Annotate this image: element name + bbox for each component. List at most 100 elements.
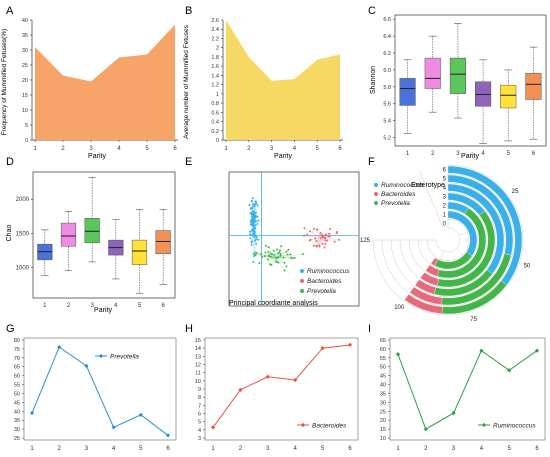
- panel-E-point: [324, 236, 327, 239]
- panel-E-point: [333, 240, 336, 243]
- panel-I-point: [395, 352, 401, 357]
- panel-G-y-tick-label: 25: [14, 436, 20, 442]
- panel-C-ylabel: Shannon: [370, 66, 377, 94]
- panel-C-y-tick-label: 6.0: [383, 68, 391, 74]
- panel-E-point: [268, 263, 271, 266]
- panel-E-point: [285, 265, 288, 268]
- panel-A-y-tick-label: 0: [25, 138, 28, 144]
- panel-E-spider-line: [265, 252, 276, 258]
- panel-D-box: [84, 218, 100, 244]
- panel-G-y-tick-label: 50: [14, 391, 20, 397]
- panel-H-y-tick-label: 6: [198, 412, 201, 418]
- panel-G-letter: G: [6, 323, 15, 335]
- panel-E-pcoa-scatter: Ruminococcus Bacteroides Prevotella: [228, 171, 360, 307]
- panel-E-point: [264, 244, 267, 247]
- panel-B-x-tick-label: 2: [247, 146, 251, 152]
- panel-E-spider-line: [319, 237, 322, 247]
- panel-D-frame: [32, 171, 176, 299]
- panel-B-y-tick-label: 1.4: [211, 73, 219, 79]
- panel-E-point: [274, 260, 277, 263]
- panel-E-spider-line: [275, 257, 285, 271]
- panel-C-box: [424, 57, 441, 89]
- panel-E-point: [255, 202, 258, 205]
- panel-G-y-tick-label: 40: [14, 409, 20, 415]
- panel-F-legend-label: Prevotella: [381, 200, 410, 207]
- panel-I-legend-marker: [481, 422, 487, 428]
- panel-A-ylabel: Frequency of Mummified Fetuses(%): [1, 29, 8, 136]
- panel-C-boxplot: 5.2 5.4 5.6 5.8 6.0 6.2 6.4 6.6 1 2 3 4 5 6: [383, 14, 547, 157]
- panel-F-ring-label: 6: [443, 168, 447, 174]
- panel-A-area-chart: 0 5 10 15 20 25 30 35 40 1 2 3 4 5 6: [22, 18, 178, 152]
- panel-B-ylabel: Average number of Mummified Fetuses: [183, 24, 190, 138]
- panel-E-spider-line: [321, 233, 337, 238]
- panel-E-point: [303, 227, 306, 230]
- panel-E-spider-line: [270, 253, 276, 258]
- panel-A-y-tick-label: 30: [22, 48, 28, 54]
- panel-E-point: [254, 214, 257, 217]
- panel-H-y-tick-label: 15: [195, 338, 201, 344]
- panel-E-spider-line: [253, 224, 256, 241]
- panel-E-point: [250, 240, 253, 243]
- panel-E-point: [275, 248, 278, 251]
- panel-G-point: [138, 412, 143, 417]
- panel-D-box: [131, 239, 148, 265]
- panel-A-y-tick-label: 35: [22, 33, 28, 39]
- panel-E-point: [254, 239, 257, 242]
- panel-D-xlabel: Parity: [94, 307, 112, 314]
- panel-E-point: [283, 269, 286, 272]
- panel-D-y-tick-label: 1000: [16, 265, 30, 271]
- panel-B-x-tick-label: 4: [293, 146, 297, 152]
- panel-B-y-tick-label: 2.6: [211, 18, 219, 24]
- panel-G-point: [165, 433, 171, 438]
- panel-E-point: [250, 223, 253, 226]
- panel-F-tick-label: 75: [470, 317, 477, 323]
- panel-E-spider-line: [314, 228, 322, 238]
- panel-G-legend-label: Prevotella: [110, 354, 139, 361]
- panel-E-xlabel: Principal coordiante analysis: [229, 300, 318, 307]
- panel-I-point: [479, 348, 484, 353]
- panel-E-point: [335, 232, 338, 235]
- panel-G-x-tick-label: 5: [139, 446, 143, 452]
- panel-E-point: [251, 197, 254, 200]
- panel-E-spider-line: [250, 224, 254, 239]
- panel-E-spider-line: [253, 253, 276, 258]
- panel-C-letter: C: [368, 5, 376, 17]
- panel-C-y-tick-label: 6.2: [383, 51, 391, 57]
- panel-B-area-chart: 0 0.2 0.4 0.6 0.8 1 1.2 1.4 1.6 1.8 2 2.2 2.4 2.6 1 2 3 4…: [211, 18, 343, 152]
- panel-C-xlabel: Parity: [461, 153, 479, 160]
- panel-A-letter: A: [6, 5, 14, 17]
- panel-E-spider-line: [253, 215, 256, 225]
- panel-E-point: [254, 253, 257, 256]
- panel-E-spider-line: [265, 245, 276, 258]
- panel-F-ring-label: 2: [443, 204, 447, 210]
- panel-E-point: [250, 243, 253, 246]
- panel-E-point: [261, 256, 264, 259]
- panel-C-y-tick-label: 5.2: [383, 136, 391, 142]
- panel-G-y-tick-label: 60: [14, 374, 20, 380]
- panel-E-spider-line: [253, 224, 257, 240]
- panel-E-point: [268, 254, 271, 257]
- panel-C-x-tick-label: 3: [456, 151, 460, 157]
- panel-H-y-tick-label: 9: [198, 387, 201, 393]
- panel-E-point: [254, 251, 257, 254]
- panel-I-point: [451, 410, 456, 416]
- panel-B-y-tick-label: 0.2: [211, 129, 219, 135]
- panel-D-boxplot: 1000 1500 2000 1 2 3 4 5 6: [16, 171, 176, 309]
- panel-E-point: [250, 200, 253, 203]
- panel-H-point: [320, 346, 325, 351]
- panel-D-x-tick-label: 2: [67, 303, 71, 309]
- panel-E-point: [324, 242, 327, 245]
- panel-F-ring-label: 0: [443, 222, 447, 228]
- panel-E-point: [264, 251, 267, 254]
- panel-E-point: [319, 231, 322, 234]
- panel-H-x-tick-label: 4: [294, 446, 298, 452]
- panel-E-point: [328, 235, 331, 238]
- panel-E-spider-line: [275, 249, 278, 258]
- panel-C-x-tick-label: 4: [481, 151, 485, 157]
- panel-E-point: [277, 256, 280, 259]
- panel-E-spider-line: [304, 235, 322, 238]
- panel-H-y-tick-label: 13: [195, 354, 201, 360]
- panel-F-tick-label: 100: [394, 305, 405, 311]
- panel-I-y-tick-label: 55: [380, 356, 386, 362]
- panel-I-y-tick-label: 40: [380, 383, 386, 389]
